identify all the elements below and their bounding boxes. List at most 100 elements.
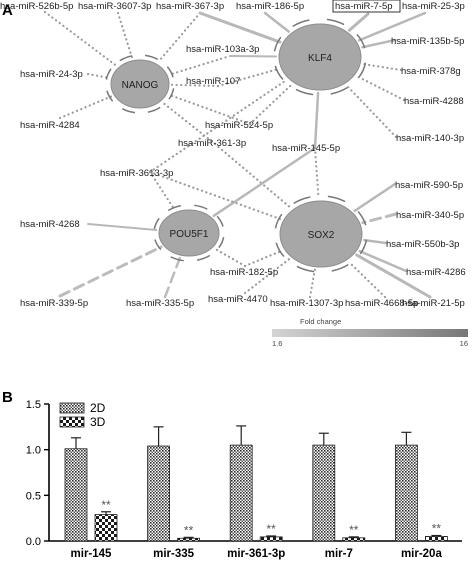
hub-ring-segment [144, 54, 159, 60]
mirna-label-m340: hsa-miR-340-5p [396, 210, 464, 221]
x-category-label: mir-145 [71, 548, 113, 560]
edge-m103a-nanog [168, 54, 232, 76]
bar-3D-mir-335 [177, 537, 201, 542]
bar-2D-mir-145 [64, 448, 88, 542]
hub-ring-segment [166, 66, 174, 78]
hub-ring-segment [119, 55, 133, 62]
hub-circle-pou5f1 [158, 209, 220, 257]
mirna-label-m145: hsa-miR-145-5p [272, 143, 340, 154]
hub-ring-segment [105, 68, 112, 80]
mirna-label-m24: hsa-miR-24-3p [20, 69, 83, 80]
mirna-label-m4470: hsa-miR-4470 [208, 294, 268, 305]
mirna-label-m4288: hsa-miR-4288 [404, 96, 464, 107]
mirna-label-m3607: hsa-miR-3607-3p [78, 1, 151, 12]
hub-ring-segment [295, 88, 314, 96]
y-tick-label: 1.5 [26, 399, 41, 411]
edge-m4470-sox2 [243, 257, 291, 295]
hub-circle-klf4 [278, 23, 362, 91]
hub-node-pou5f1: POU5F1 [153, 204, 225, 262]
hub-node-klf4: KLF4 [273, 18, 367, 96]
mirna-label-m25: hsa-miR-25-3p [402, 1, 465, 12]
bar-2D-mir-361-3p [229, 444, 253, 542]
edge-m145-klf4 [313, 91, 320, 150]
edge-m367-nanog [157, 11, 202, 63]
fold-change-gradient-bar [272, 329, 468, 337]
edge-m140-klf4 [345, 84, 398, 139]
legend-label-2D: 2D [90, 401, 106, 415]
bar-2D-mir-20a [394, 444, 418, 542]
edge-m182-sox2 [243, 249, 284, 268]
edge-m135b-klf4 [361, 38, 397, 49]
edge-m3607-nanog [116, 11, 134, 59]
hub-ring-segment [216, 215, 224, 227]
edge-m3613-sox2 [148, 170, 282, 221]
mirna-label-m361: hsa-miR-361-3p [178, 138, 246, 149]
hub-ring-segment [274, 213, 283, 229]
mirna-label-m1307: hsa-miR-1307-3p [270, 298, 343, 309]
fold-change-min-label: 1.6 [272, 339, 282, 348]
edge-m526b-nanog [43, 10, 118, 67]
hub-ring-segment [359, 239, 368, 255]
edge-m145-sox2 [313, 146, 320, 200]
legend-swatch-3D [59, 416, 85, 428]
edge-m4268-pou5f1 [87, 223, 158, 231]
mirna-label-m186: hsa-miR-186-5p [236, 1, 304, 12]
mirna-label-m107: hsa-miR-107 [186, 76, 240, 87]
hub-ring-segment [330, 86, 348, 95]
mirna-label-m526b: hsa-miR-526b-5p [0, 1, 73, 12]
edge-m524-nanog [168, 93, 252, 126]
edge-m4668-sox2 [347, 260, 387, 299]
network-edges [43, 10, 432, 299]
hub-circle-nanog [110, 59, 170, 109]
hub-ring-segment [326, 18, 345, 26]
fold-change-title: Fold change [300, 317, 341, 326]
mirna-label-m7: hsa-miR-7-5p [335, 1, 393, 12]
edge-m182-pou5f1 [214, 247, 247, 268]
hub-node-nanog: NANOG [105, 54, 175, 114]
edge-m107-nanog [170, 83, 220, 88]
significance-marker: ** [432, 522, 442, 536]
edge-m24-nanog [86, 72, 110, 79]
mirna-label-m4286: hsa-miR-4286 [406, 267, 466, 278]
bar-3D-mir-20a [424, 536, 448, 542]
edge-m186-klf4 [263, 11, 291, 33]
significance-marker: ** [349, 523, 359, 537]
edge-m335-pou5f1 [163, 256, 182, 299]
x-category-label: mir-361-3p [227, 548, 285, 560]
highlight-box-m7 [332, 0, 401, 13]
hub-ring-segment [167, 205, 181, 212]
y-tick-label: 0.0 [26, 536, 41, 548]
significance-marker: ** [101, 498, 111, 512]
mirna-label-m378g: hsa-miR-378g [401, 66, 461, 77]
hub-ring-segment [275, 242, 285, 258]
edge-m21-sox2 [355, 253, 432, 299]
edge-m25-klf4 [357, 11, 427, 42]
hub-ring-segment [331, 263, 349, 272]
hub-ring-segment [154, 239, 162, 251]
significance-marker: ** [267, 522, 277, 536]
edge-m524-klf4 [248, 83, 293, 126]
hub-ring-segment [274, 65, 284, 81]
mirna-label-m4668: hsa-miR-4668-5p [345, 298, 418, 309]
mirna-label-m4268: hsa-miR-4268 [20, 219, 80, 230]
hub-ring-segment [106, 90, 114, 102]
edge-m3613-pou5f1 [148, 170, 176, 211]
panel-a-label: A [2, 2, 13, 19]
hub-ring-segment [273, 36, 282, 52]
hub-ring-segment [147, 106, 161, 113]
hub-ring-segment [194, 204, 208, 210]
mirna-label-m590: hsa-miR-590-5p [395, 180, 463, 191]
hub-ring-segment [218, 237, 225, 249]
mirna-label-m103a: hsa-miR-103a-3p [186, 44, 259, 55]
edge-m4286-sox2 [358, 249, 408, 273]
bar-chart: 0.0 0.5 1.0 1.5 ** mir-145 ** mir-335 ** mir-361-… [26, 399, 462, 560]
edge-m367-klf4 [198, 11, 282, 44]
hub-ring-segment [168, 88, 175, 100]
hub-ring-segment [293, 196, 311, 205]
hub-ring-segment [292, 19, 310, 28]
fold-change-max-label: 16 [460, 339, 468, 348]
mirna-label-m335: hsa-miR-335-5p [126, 298, 194, 309]
edge-m340-sox2 [361, 212, 398, 225]
edge-m590-sox2 [353, 182, 397, 213]
